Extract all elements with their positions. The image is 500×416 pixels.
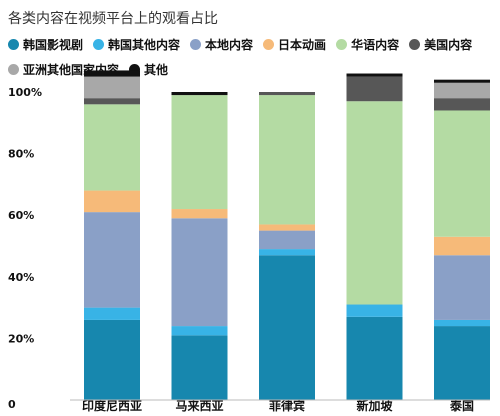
bar-segment <box>171 326 228 336</box>
legend-label: 本地内容 <box>205 38 254 52</box>
legend-label: 韩国影视剧 <box>23 38 84 52</box>
bar-segment <box>84 307 140 320</box>
legend-swatch <box>93 39 105 50</box>
legend-swatch <box>190 39 202 50</box>
bar-segment <box>346 304 403 317</box>
bar-segment <box>171 209 228 219</box>
bar-segment <box>171 335 228 400</box>
bar-segment <box>171 218 228 327</box>
legend-label: 美国内容 <box>424 38 473 52</box>
legend-label: 华语内容 <box>351 38 400 52</box>
bar-segment <box>84 104 140 191</box>
x-tick-label: 印度尼西亚 <box>82 398 142 413</box>
legend-item: 其他 <box>129 61 168 78</box>
legend-swatch <box>336 39 348 50</box>
bar-segment <box>434 82 490 99</box>
legend-item: 韩国影视剧 <box>8 36 83 53</box>
bar-segment <box>346 73 403 77</box>
bar-segment <box>259 255 315 400</box>
legend-swatch <box>8 39 19 50</box>
bar-segment <box>84 70 140 77</box>
legend-swatch <box>129 64 141 75</box>
legend-swatch <box>8 64 19 75</box>
x-tick-label: 泰国 <box>449 398 474 413</box>
bar-segment <box>434 326 490 400</box>
legend-swatch <box>263 39 275 50</box>
legend-label: 其他 <box>144 63 169 77</box>
legend-swatch <box>409 39 421 50</box>
legend-label: 日本动画 <box>278 38 327 52</box>
bar-segment <box>84 76 140 99</box>
y-tick-label: 60% <box>8 209 34 222</box>
legend-item: 本地内容 <box>190 36 253 53</box>
bar-segment <box>171 92 228 96</box>
bar-segment <box>346 101 403 305</box>
x-tick-label: 菲律宾 <box>269 398 305 413</box>
bar-segment <box>259 224 315 231</box>
y-tick-label: 80% <box>8 148 34 161</box>
bar-segment <box>84 212 140 308</box>
bar-segment <box>171 95 228 210</box>
bar-segment <box>434 110 490 237</box>
bar-segment <box>259 95 315 225</box>
legend-label: 韩国其他内容 <box>108 38 181 52</box>
bar-segment <box>259 92 315 96</box>
bar-segment <box>84 190 140 213</box>
bar-segment <box>434 79 490 83</box>
x-tick-label: 新加坡 <box>356 398 393 413</box>
bar-segment <box>346 76 403 102</box>
chart-title: 各类内容在视频平台上的观看占比 <box>8 11 218 27</box>
bar-segment <box>84 98 140 105</box>
bar-segment <box>434 236 490 256</box>
legend-item: 华语内容 <box>336 36 399 53</box>
chart-legend: 韩国影视剧 韩国其他内容 本地内容 日本动画 华语内容 美国内容 亚洲其他国家内容 其他 <box>8 36 488 78</box>
y-tick-label: 40% <box>8 271 34 284</box>
bar-segment <box>259 249 315 256</box>
bar-segment <box>259 230 315 250</box>
y-tick-label: 100% <box>8 86 42 99</box>
bar-segment <box>434 319 490 327</box>
bar-segment <box>434 255 490 320</box>
y-tick-label: 0 <box>8 398 16 411</box>
bar-segment <box>434 98 490 111</box>
bar-segment <box>346 316 403 400</box>
legend-item: 美国内容 <box>409 36 472 53</box>
x-tick-label: 马来西亚 <box>175 398 223 413</box>
bar-segment <box>84 319 140 400</box>
legend-item: 韩国其他内容 <box>93 36 180 53</box>
legend-item: 日本动画 <box>263 36 326 53</box>
y-tick-label: 20% <box>8 332 34 345</box>
